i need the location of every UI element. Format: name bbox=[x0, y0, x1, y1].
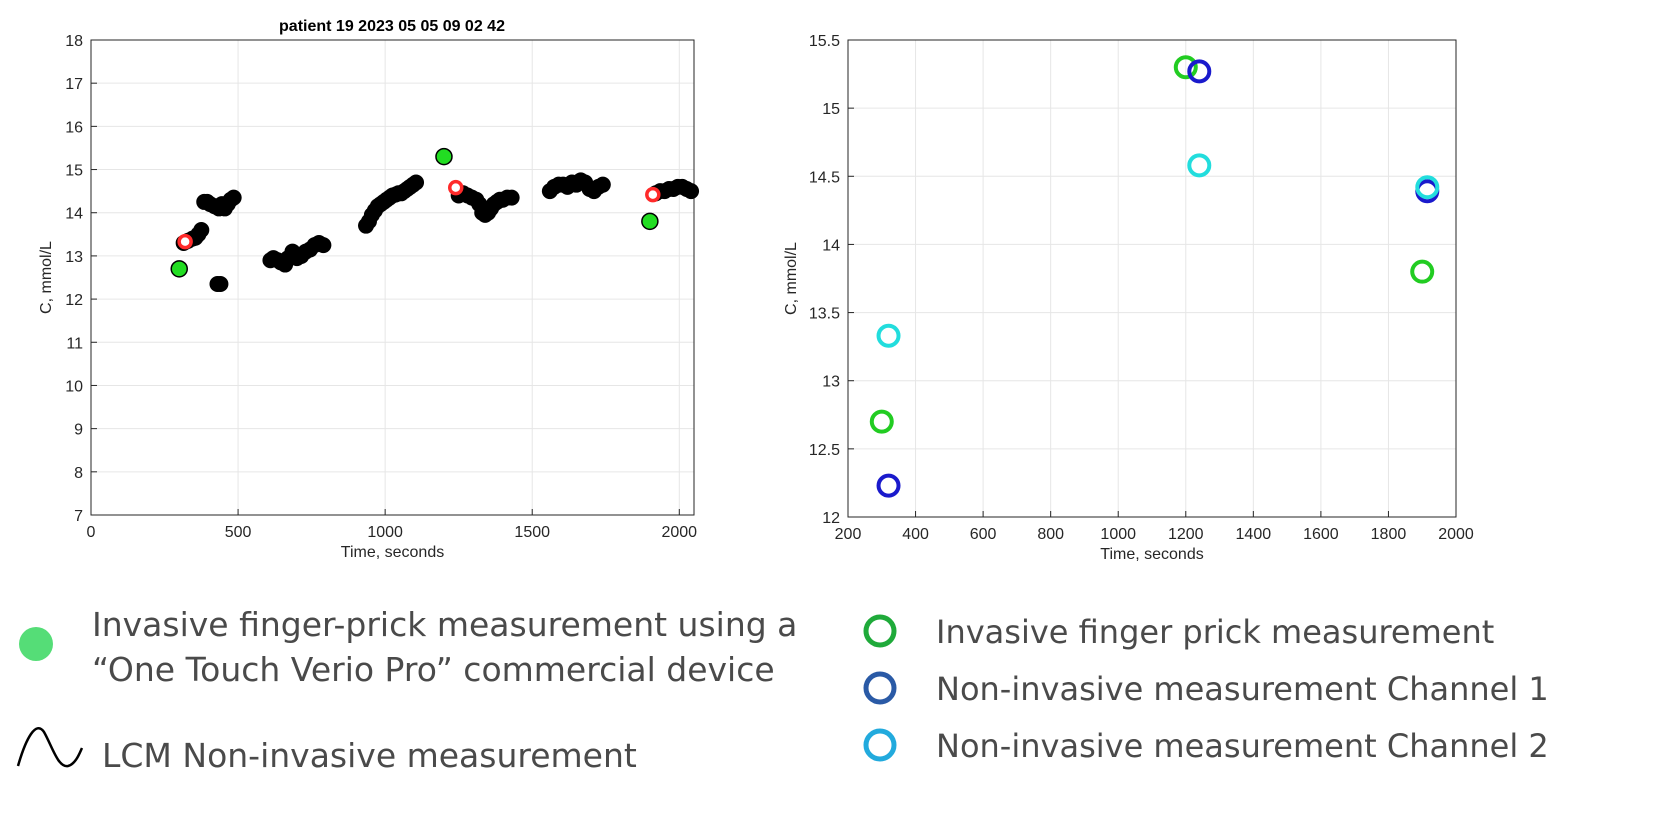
right-x-axis-label: Time, seconds bbox=[1100, 546, 1203, 563]
ring-icon bbox=[863, 671, 897, 705]
left-series-0-point bbox=[193, 222, 210, 238]
left-y-tick-label: 15 bbox=[65, 163, 83, 180]
left-y-tick-label: 9 bbox=[74, 422, 83, 439]
left-series-2-point bbox=[447, 179, 464, 196]
right-x-tick-label: 1000 bbox=[1100, 526, 1136, 543]
legend-invasive-finger-prick: Invasive finger prick measurement bbox=[936, 613, 1495, 651]
right-series-1-point bbox=[876, 473, 901, 498]
left-chart-title: patient 19 2023 05 05 09 02 42 bbox=[279, 18, 505, 35]
legend-invasive-device-line2: “One Touch Verio Pro” commercial device bbox=[92, 650, 775, 689]
left-y-tick-label: 11 bbox=[66, 335, 83, 352]
left-series-0-point bbox=[225, 189, 242, 206]
left-x-axis-label: Time, seconds bbox=[341, 544, 444, 561]
right-plot-area bbox=[848, 40, 1456, 517]
right-y-tick-label: 15.5 bbox=[809, 33, 840, 50]
left-axes-box bbox=[90, 39, 695, 516]
right-x-tick-label: 800 bbox=[1037, 526, 1064, 543]
left-y-tick-label: 18 bbox=[65, 33, 83, 50]
left-series-0-point bbox=[408, 174, 425, 191]
left-series-1-point bbox=[170, 260, 188, 278]
right-y-tick-label: 15 bbox=[822, 101, 840, 118]
right-y-tick-label: 13 bbox=[822, 374, 840, 391]
right-y-axis-label: C, mmol/L bbox=[783, 242, 800, 315]
right-y-tick-label: 12.5 bbox=[809, 442, 840, 459]
right-y-tick-label: 12 bbox=[822, 510, 840, 527]
left-plot-area bbox=[91, 40, 694, 515]
left-x-tick-label: 0 bbox=[87, 524, 96, 541]
left-series-0-point bbox=[315, 237, 332, 254]
left-axes-frame bbox=[90, 39, 695, 516]
left-data-points bbox=[170, 147, 700, 292]
right-x-tick-label: 1600 bbox=[1303, 526, 1339, 543]
left-series-0-point bbox=[503, 189, 520, 206]
legend-channel-2: Non-invasive measurement Channel 2 bbox=[936, 727, 1549, 765]
left-x-tick-label: 500 bbox=[225, 524, 252, 541]
left-y-tick-label: 8 bbox=[74, 465, 83, 482]
left-x-tick-label: 1000 bbox=[367, 524, 403, 541]
left-y-tick-label: 7 bbox=[74, 508, 83, 525]
left-tick-labels: 0 500 1000 1500 2000 7 8 9 10 11 12 13 14 15 16 17 18 bbox=[65, 33, 697, 541]
right-x-tick-label: 200 bbox=[835, 526, 862, 543]
right-y-tick-label: 14.5 bbox=[809, 169, 840, 186]
ring-icon bbox=[863, 728, 897, 762]
right-x-tick-label: 2000 bbox=[1438, 526, 1474, 543]
right-x-tick-label: 1800 bbox=[1371, 526, 1407, 543]
right-chart: 200 400 600 800 1000 1200 1400 1600 1800 2000 12 12… bbox=[783, 33, 1474, 563]
right-series-2-point bbox=[1415, 175, 1440, 200]
left-y-tick-label: 10 bbox=[65, 378, 83, 395]
right-data-points bbox=[869, 55, 1440, 498]
legend-channel-1: Non-invasive measurement Channel 1 bbox=[936, 670, 1549, 708]
right-x-tick-label: 400 bbox=[902, 526, 929, 543]
left-y-tick-label: 16 bbox=[65, 119, 83, 136]
green-dot-icon bbox=[19, 627, 53, 661]
left-series-1-point bbox=[435, 147, 453, 166]
right-series-2-point bbox=[876, 323, 901, 348]
legend-lcm-noninvasive: LCM Non-invasive measurement bbox=[102, 736, 637, 775]
left-x-tick-label: 1500 bbox=[514, 524, 550, 541]
right-series-1-point bbox=[1187, 59, 1212, 84]
right-y-tick-label: 13.5 bbox=[809, 306, 840, 323]
legend-invasive-device-line1: Invasive finger-prick measurement using … bbox=[92, 605, 798, 644]
left-y-axis-label: C, mmol/L bbox=[38, 241, 55, 314]
right-y-tick-label: 14 bbox=[822, 237, 840, 254]
right-x-tick-label: 1400 bbox=[1236, 526, 1272, 543]
left-series-0-point bbox=[594, 176, 611, 193]
wave-line-icon bbox=[16, 727, 84, 768]
left-y-tick-label: 12 bbox=[65, 292, 83, 309]
right-axes-box bbox=[847, 39, 1457, 518]
right-x-tick-label: 1200 bbox=[1168, 526, 1204, 543]
left-y-tick-label: 17 bbox=[65, 76, 83, 93]
left-series-1-point bbox=[641, 212, 659, 231]
left-y-tick-label: 13 bbox=[65, 249, 83, 266]
left-chart: 0 500 1000 1500 2000 7 8 9 10 11 12 13 14 15 16 17 18 pa… bbox=[38, 18, 700, 561]
left-series-2-point bbox=[177, 233, 193, 250]
left-series-2-point bbox=[645, 186, 661, 203]
left-gridlines bbox=[90, 39, 694, 516]
left-series-0-point bbox=[212, 275, 229, 292]
right-series-2-point bbox=[1187, 153, 1212, 178]
left-series-0-point bbox=[683, 183, 700, 200]
right-series-0-point bbox=[1410, 259, 1435, 284]
left-y-tick-label: 14 bbox=[65, 206, 83, 223]
right-tick-labels: 200 400 600 800 1000 1200 1400 1600 1800 2000 12 12… bbox=[809, 33, 1474, 543]
right-axes-frame bbox=[847, 39, 1457, 518]
right-x-tick-label: 600 bbox=[970, 526, 997, 543]
left-x-tick-label: 2000 bbox=[661, 524, 697, 541]
right-series-0-point bbox=[869, 409, 894, 434]
ring-icon bbox=[863, 614, 897, 648]
right-series-0-point bbox=[1173, 55, 1198, 80]
